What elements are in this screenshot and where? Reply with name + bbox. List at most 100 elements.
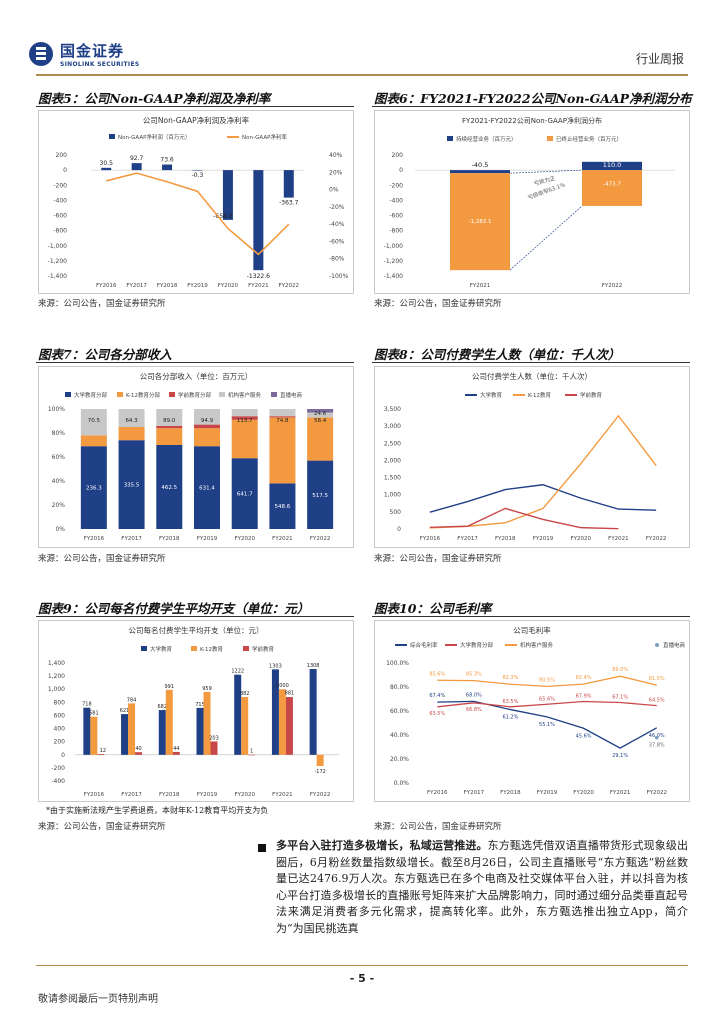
data-label: -1,282.1 — [469, 219, 492, 225]
disclaimer: 敬请参阅最后一页特别声明 — [38, 994, 158, 1005]
data-label: 784 — [127, 697, 137, 703]
bar-segment — [194, 424, 220, 429]
x-tick: FY2021 — [608, 536, 629, 542]
fig7-frame — [38, 366, 354, 548]
data-label: -172 — [314, 769, 325, 775]
chart-nongaap-profit: 公司Non-GAAP净利润及净利率 Non-GAAP净利润（百万元） Non-GAA… — [48, 115, 349, 289]
chart-title: 公司付费学生人数（单位：千人次） — [472, 371, 592, 381]
data-label: 682 — [158, 704, 168, 710]
y-tick: -200 — [53, 182, 67, 189]
bar-segment — [269, 409, 296, 417]
fig9-rule — [36, 616, 354, 617]
data-label: 29.1% — [612, 753, 628, 759]
bar-segment — [307, 412, 334, 418]
fig5-frame — [38, 110, 354, 294]
y-tick: 200 — [56, 152, 68, 159]
y-tick: 800 — [54, 699, 66, 706]
fig6-frame — [374, 110, 690, 294]
legend-label: 已终止经营业务（百万元） — [556, 135, 622, 143]
x-tick: FY2016 — [84, 536, 105, 542]
fig5-source: 来源：公司公告，国金证券研究所 — [38, 299, 166, 309]
data-label: 1000 — [276, 683, 289, 689]
data-label: 881 — [285, 690, 295, 696]
y2-tick: -80% — [329, 256, 345, 263]
data-label: 517.5 — [312, 493, 328, 499]
logo-cn: 国金证券 — [60, 42, 125, 60]
bar-segment — [156, 409, 183, 426]
y2-tick: -40% — [329, 221, 345, 228]
fig6-rule — [372, 106, 690, 107]
fig6-title: 图表6：FY2021-FY2022公司Non-GAAP净利润分布 — [374, 91, 692, 106]
legend-swatch — [169, 392, 175, 397]
legend-label: 学前教育 — [580, 391, 603, 399]
data-label: 61.2% — [502, 715, 518, 721]
y-tick: 100.0% — [386, 660, 409, 667]
footer-rule — [36, 965, 688, 966]
y-tick: 80% — [52, 430, 66, 437]
bar-segment — [194, 428, 220, 447]
data-label: 67.4% — [429, 693, 445, 699]
bar — [582, 170, 642, 206]
data-label: 110.0 — [603, 161, 622, 169]
series-line — [429, 484, 657, 513]
x-tick: FY2021 — [272, 536, 293, 542]
x-tick: FY2020 — [234, 792, 255, 798]
y-tick: -400 — [389, 197, 403, 204]
legend-label: 综合毛利率 — [410, 641, 438, 649]
company-logo: 国金证券 SINOLINK SECURITIES — [28, 40, 139, 68]
y-tick: 40% — [52, 478, 66, 485]
legend-label: 大学教育 — [480, 391, 503, 399]
bar-segment — [156, 425, 183, 429]
x-tick: FY2018 — [159, 792, 180, 798]
y-tick: 2,500 — [384, 440, 401, 447]
bar-segment — [194, 409, 220, 425]
y-tick: -600 — [53, 213, 67, 220]
bar-segment — [194, 446, 220, 529]
x-tick: FY2018 — [157, 283, 178, 289]
data-label: 82.4% — [576, 675, 592, 681]
bar — [241, 696, 249, 755]
bar-segment — [307, 409, 334, 413]
data-label: -0.3 — [192, 172, 204, 179]
y-tick: 40.0% — [390, 732, 409, 739]
data-label: 959 — [202, 686, 212, 692]
legend-label: K-12教育分部 — [126, 391, 161, 399]
data-label: 24.6 — [314, 411, 327, 417]
connector — [509, 205, 583, 271]
fig9-title: 图表9：公司每名付费学生平均开支（单位：元） — [38, 601, 310, 616]
fig8-title: 图表8：公司付费学生人数（单位：千人次） — [374, 347, 621, 362]
y-tick: -1,200 — [48, 258, 68, 265]
y2-tick: -100% — [329, 273, 349, 280]
y-tick: 0.0% — [394, 780, 410, 787]
bar — [83, 707, 91, 755]
series-line — [437, 700, 658, 749]
x-tick: FY2019 — [533, 536, 554, 542]
data-label: 81.5% — [649, 676, 665, 682]
bar — [165, 689, 173, 755]
fig10-frame — [374, 620, 690, 802]
y2-tick: 40% — [329, 152, 343, 159]
data-label: 92.7 — [130, 155, 144, 162]
x-tick: FY2021 — [248, 283, 269, 289]
y-tick: -1,400 — [48, 273, 68, 280]
y-tick: -400 — [53, 197, 67, 204]
data-label: 12 — [100, 748, 106, 754]
legend-label: 持续经营业务（百万元） — [456, 135, 517, 143]
data-label: 46.0% — [649, 733, 665, 739]
bar-segment — [80, 409, 107, 436]
chart-segment-revenue: 公司各分部收入（单位：百万元） 大学教育分部 K-12教育分部 学前教育分部 机构客户服… — [48, 371, 334, 542]
x-tick: FY2021 — [610, 790, 631, 796]
y-tick: 200 — [54, 739, 66, 746]
fig10-rule — [372, 616, 690, 617]
legend-label: Non-GAAP净利率 — [242, 133, 287, 141]
bar — [248, 754, 256, 756]
chart-avg-spend: 公司每名付费学生平均开支（单位：元） 大学教育 K-12教育 学前教育 1,400 1,2… — [48, 625, 339, 798]
y-tick: 0 — [63, 167, 67, 174]
y-tick: 1,400 — [48, 660, 65, 667]
data-label: -40.5 — [472, 161, 489, 169]
bar — [162, 164, 173, 171]
x-tick: FY2020 — [218, 283, 239, 289]
y-tick: 0 — [399, 167, 403, 174]
x-tick: FY2016 — [420, 536, 441, 542]
